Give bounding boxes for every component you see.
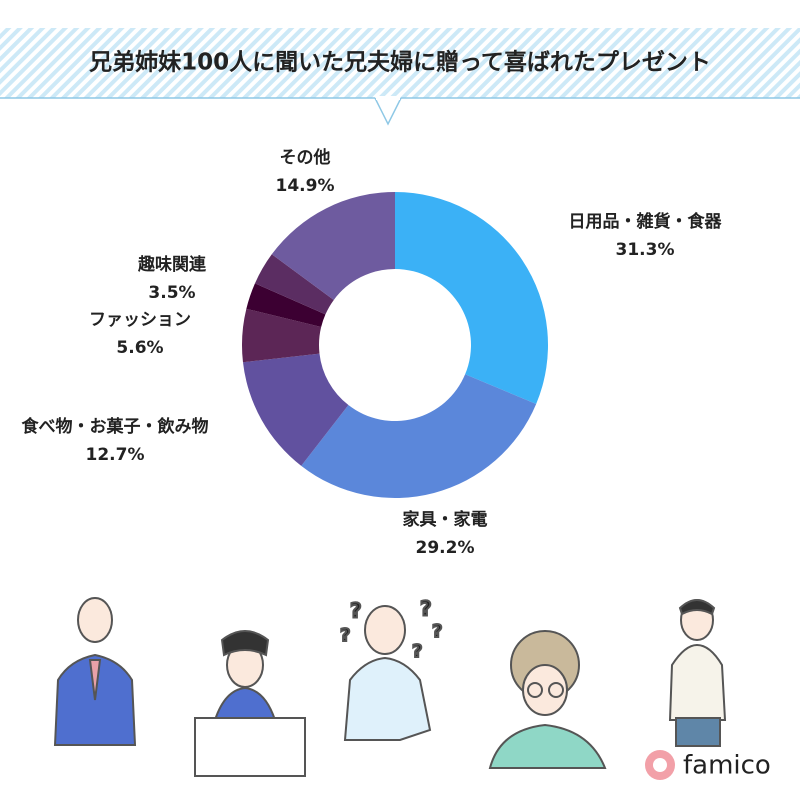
- slice-label: その他: [280, 147, 331, 168]
- person-thinking: ? ? ? ? ?: [339, 596, 443, 741]
- pie-slice: [254, 254, 334, 315]
- person-suit: [53, 597, 137, 746]
- person-sweater: [668, 599, 727, 747]
- slice-label: 食べ物・お菓子・飲み物: [22, 416, 209, 437]
- illustrations: ? ? ? ? ?: [53, 596, 727, 777]
- slice-label: ファッション: [89, 310, 191, 330]
- pie-slice: [242, 308, 322, 363]
- pie-slice: [395, 192, 548, 404]
- svg-text:?: ?: [350, 599, 362, 623]
- slice-value-label: 31.3%: [616, 240, 675, 260]
- svg-text:?: ?: [340, 625, 350, 646]
- slice-value-label: 5.6%: [116, 338, 163, 358]
- brand-logo: famico: [645, 750, 771, 781]
- svg-text:?: ?: [432, 621, 442, 642]
- slice-value-label: 3.5%: [148, 283, 195, 303]
- pie-slice: [271, 192, 395, 300]
- pie-slice: [301, 374, 537, 498]
- slice-label: 日用品・雑貨・食器: [569, 211, 723, 232]
- title-banner: [0, 28, 800, 126]
- slice-label: 趣味関連: [137, 254, 207, 275]
- slice-value-label: 29.2%: [416, 538, 475, 558]
- chart-title: 兄弟姉妹100人に聞いた兄夫婦に贈って喜ばれたプレゼント: [88, 49, 711, 76]
- person-sign: [194, 630, 306, 777]
- slice-value-label: 14.9%: [276, 176, 335, 196]
- slice-value-label: 12.7%: [86, 445, 145, 465]
- donut-chart: [242, 192, 548, 498]
- person-glasses: [488, 630, 607, 769]
- svg-text:?: ?: [412, 641, 422, 662]
- brand-name: famico: [683, 751, 771, 781]
- pie-slice: [246, 283, 326, 328]
- slice-label: 家具・家電: [403, 509, 488, 530]
- svg-text:?: ?: [420, 597, 432, 621]
- pie-slice: [242, 353, 349, 466]
